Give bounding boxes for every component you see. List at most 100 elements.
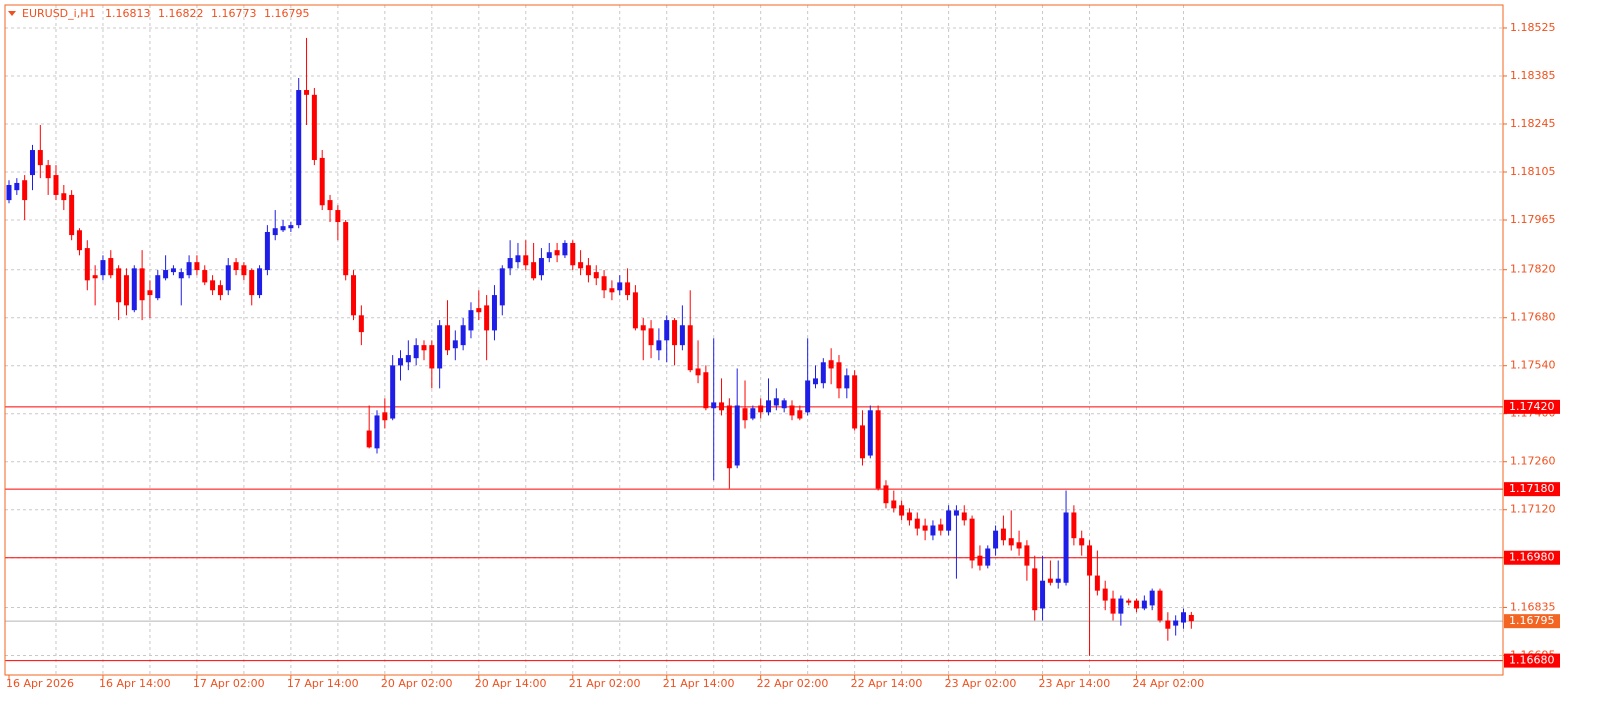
candle-body <box>29 150 35 176</box>
candle-body <box>695 368 701 376</box>
grid <box>5 5 1503 675</box>
x-tick-label: 16 Apr 14:00 <box>99 677 171 690</box>
candles <box>6 37 1194 656</box>
y-tick-label: 1.18525 <box>1510 21 1556 34</box>
price-label: 1.16795 <box>1509 614 1555 627</box>
candle-body <box>139 268 145 301</box>
candle-body <box>938 524 944 531</box>
candle-body <box>812 378 818 385</box>
candle-body <box>1024 545 1030 566</box>
candle-body <box>358 315 364 333</box>
candle-body <box>116 268 122 303</box>
candle-body <box>781 400 787 409</box>
candle-body <box>327 200 333 211</box>
x-tick-label: 22 Apr 14:00 <box>851 677 923 690</box>
candle-body <box>687 325 693 371</box>
x-tick-label: 17 Apr 14:00 <box>287 677 359 690</box>
candle-body <box>264 231 270 271</box>
candle-body <box>836 362 842 389</box>
candle-body <box>335 210 341 223</box>
candle-body <box>507 258 513 269</box>
candle-body <box>460 325 466 346</box>
level-label: 1.17420 <box>1509 400 1555 413</box>
candle-body <box>249 270 255 296</box>
x-tick-label: 17 Apr 02:00 <box>193 677 265 690</box>
candle-body <box>476 308 482 313</box>
candle-body <box>985 548 991 566</box>
candle-body <box>280 226 286 231</box>
x-tick-label: 16 Apr 2026 <box>6 677 74 690</box>
candle-body <box>351 275 357 316</box>
level-label-box <box>1504 482 1560 497</box>
candle-body <box>155 275 161 299</box>
candle-body <box>664 320 670 341</box>
candle-body <box>640 325 646 331</box>
candle-body <box>343 222 349 276</box>
level-label-box <box>1504 653 1560 668</box>
candle-body <box>170 268 176 273</box>
candle-body <box>1134 600 1140 609</box>
candle-body <box>593 272 599 279</box>
candle-body <box>672 320 678 346</box>
candle-body <box>852 375 858 429</box>
candle-body <box>648 328 654 346</box>
candle-body <box>22 180 28 201</box>
y-tick-label: 1.18245 <box>1510 117 1556 130</box>
candle-body <box>1141 600 1147 609</box>
candle-body <box>1188 614 1194 622</box>
candle-body <box>766 400 772 413</box>
candle-body <box>1055 578 1061 583</box>
header-open: 1.16813 <box>105 7 151 20</box>
candle-body <box>1110 598 1116 614</box>
y-tick-label: 1.17260 <box>1510 455 1556 468</box>
candle-body <box>1118 598 1124 614</box>
candle-body <box>225 265 231 291</box>
candle-body <box>820 362 826 384</box>
candle-body <box>202 270 208 283</box>
candle-body <box>1000 528 1006 541</box>
candle-body <box>867 410 873 456</box>
level-label-box <box>1504 550 1560 565</box>
candle-body <box>523 255 529 266</box>
candle-body <box>1157 590 1163 621</box>
candle-body <box>773 398 779 406</box>
candle-body <box>1008 538 1014 546</box>
candle-body <box>288 225 294 229</box>
candle-body <box>398 358 403 366</box>
x-tick-label: 23 Apr 02:00 <box>945 677 1017 690</box>
candle-body <box>452 340 458 349</box>
candle-body <box>578 262 584 269</box>
candle-body <box>100 260 106 276</box>
candle-body <box>14 182 20 191</box>
candle-body <box>656 340 662 351</box>
chart-title: EURUSD_i,H1 1.16813 1.16822 1.16773 1.16… <box>22 7 309 20</box>
candle-body <box>1149 590 1155 606</box>
candle-body <box>883 485 889 504</box>
candle-body <box>914 518 920 529</box>
price-label-box <box>1504 614 1560 629</box>
candle-body <box>429 345 435 369</box>
levels <box>5 406 1503 662</box>
candle-body <box>1126 600 1132 603</box>
candle-body <box>625 282 631 296</box>
candle-body <box>484 305 490 331</box>
candle-body <box>1181 612 1186 623</box>
header-low: 1.16773 <box>211 7 257 20</box>
axes: 1.18525 1.18385 1.18245 1.18105 1.17965 1.178… <box>6 21 1560 690</box>
candle-body <box>609 288 615 293</box>
candle-body <box>444 325 450 351</box>
candle-body <box>304 90 310 95</box>
candle-body <box>946 510 952 531</box>
candle-body <box>374 415 380 449</box>
y-tick-label: 1.18105 <box>1510 165 1556 178</box>
candle-body <box>382 412 388 421</box>
candle-body <box>491 295 497 331</box>
candle-body <box>468 310 474 331</box>
candle-body <box>61 193 67 201</box>
candle-body <box>1165 620 1171 629</box>
level-label-box <box>1504 399 1560 414</box>
candle-body <box>906 512 912 521</box>
candle-body <box>711 402 717 409</box>
y-tick-label: 1.18385 <box>1510 69 1556 82</box>
candle-body <box>703 372 709 409</box>
